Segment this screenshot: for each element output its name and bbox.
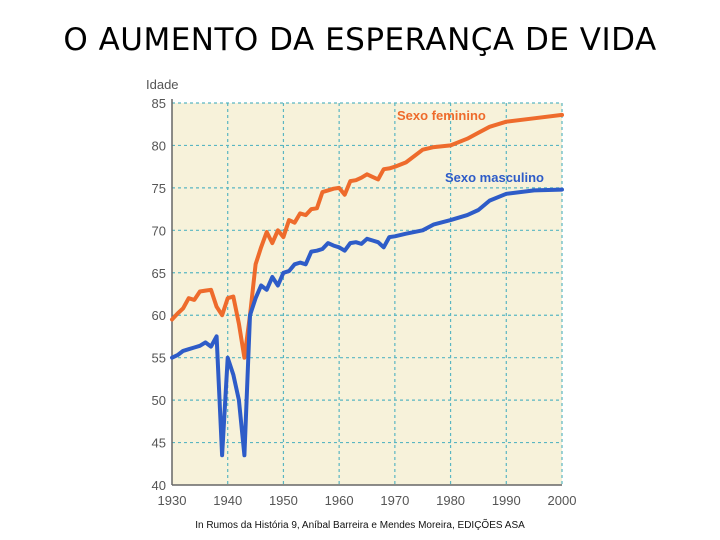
x-tick-label: 1990 (492, 493, 521, 508)
x-tick-label: 1950 (269, 493, 298, 508)
y-tick-label: 70 (152, 223, 166, 238)
y-tick-label: 85 (152, 96, 166, 111)
x-tick-label: 1960 (325, 493, 354, 508)
x-tick-label: 1930 (158, 493, 187, 508)
source-caption: In Rumos da História 9, Aníbal Barreira … (195, 520, 525, 531)
y-tick-label: 75 (152, 181, 166, 196)
grid-layer (172, 102, 563, 485)
x-tick-labels: 1930 1940 1950 1960 1970 1980 1990 2000 (158, 493, 577, 508)
x-tick-label: 1940 (213, 493, 242, 508)
y-tick-label: 45 (152, 436, 166, 451)
series-label-sexo-masculino: Sexo masculino (445, 170, 544, 185)
series-label-sexo-feminino: Sexo feminino (397, 108, 486, 123)
x-tick-label: 1970 (380, 493, 409, 508)
series-line-sexo-feminino (170, 112, 564, 360)
page-title: O AUMENTO DA ESPERANÇA DE VIDA (63, 22, 657, 58)
plot-background (172, 103, 562, 485)
y-tick-label: 50 (152, 393, 166, 408)
series-layer (170, 112, 564, 458)
series-line-sexo-masculino (170, 187, 564, 458)
axis-layer (171, 99, 562, 486)
y-tick-label: 80 (152, 138, 166, 153)
y-tick-label: 65 (152, 266, 166, 281)
y-tick-label: 55 (152, 351, 166, 366)
y-tick-label: 60 (152, 308, 166, 323)
y-tick-labels: 85 80 75 70 65 60 55 50 45 40 (152, 96, 166, 493)
y-tick-label: 40 (152, 478, 166, 493)
y-axis-label: Idade (146, 77, 179, 92)
life-expectancy-chart: Idade 85 80 75 70 65 60 55 50 45 40 1930 1940 1950 1… (138, 74, 582, 516)
x-tick-label: 2000 (548, 493, 577, 508)
x-tick-label: 1980 (436, 493, 465, 508)
